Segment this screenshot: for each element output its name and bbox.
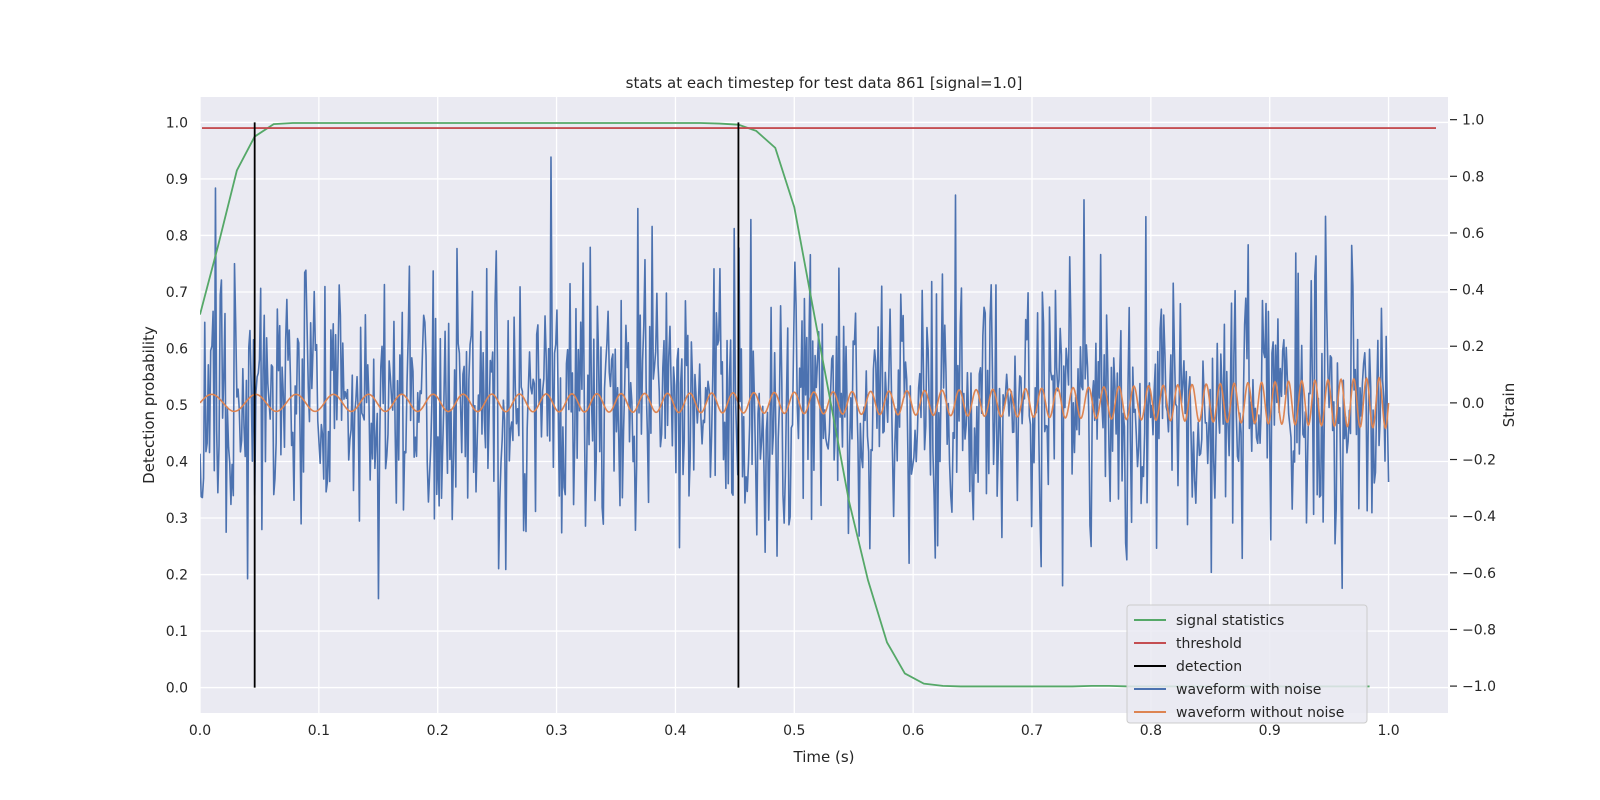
legend-label-waveform-without-noise: waveform without noise — [1176, 705, 1344, 721]
x-tick-label: 0.1 — [308, 723, 330, 739]
y2-tick-label: −0.4 — [1462, 509, 1496, 525]
y2-tick-label: −1.0 — [1462, 679, 1496, 695]
y-tick-label: 1.0 — [166, 115, 188, 131]
legend: signal statistics threshold detection wa… — [1126, 604, 1368, 724]
x-tick-label: 0.7 — [1021, 723, 1043, 739]
y2-tick-label: 1.0 — [1462, 113, 1484, 129]
legend-box — [1126, 604, 1368, 724]
detection-layer — [253, 122, 740, 688]
waveform-without-noise-layer — [200, 376, 1390, 430]
y2-tick-label: 0.8 — [1462, 169, 1484, 185]
x-tick-label: 0.5 — [783, 723, 805, 739]
x-tick-label: 0.3 — [545, 723, 567, 739]
y-axis-title: Detection probability — [140, 326, 158, 484]
waveform-without-noise-line — [200, 376, 1390, 430]
legend-label-threshold: threshold — [1176, 636, 1242, 652]
y-tick-label: 0.5 — [166, 398, 188, 414]
y-tick-label: 0.4 — [166, 455, 188, 471]
x-tick-label: 0.6 — [902, 723, 924, 739]
waveform-with-noise-layer — [200, 156, 1390, 600]
chart-title: stats at each timestep for test data 861… — [626, 74, 1023, 92]
x-tick-label: 0.2 — [427, 723, 449, 739]
waveform-with-noise-line — [200, 156, 1390, 600]
y2-axis-ticks: −1.0 −0.8 −0.6 −0.4 −0.2 0.0 0.2 0.4 0.6 0.8 1.0 — [1450, 113, 1496, 695]
y-tick-label: 0.3 — [166, 511, 188, 527]
y2-tick-label: 0.2 — [1462, 339, 1484, 355]
y2-tick-label: 0.0 — [1462, 396, 1484, 412]
y2-axis-title: Strain — [1500, 383, 1518, 427]
y2-tick-label: −0.6 — [1462, 566, 1496, 582]
y-tick-label: 0.0 — [166, 681, 188, 697]
x-axis-ticks: 0.0 0.1 0.2 0.3 0.4 0.5 0.6 0.7 0.8 0.9 1.0 — [189, 723, 1400, 739]
x-tick-label: 0.9 — [1259, 723, 1281, 739]
legend-label-detection: detection — [1176, 659, 1242, 675]
x-tick-label: 0.8 — [1140, 723, 1162, 739]
y2-tick-label: 0.6 — [1462, 226, 1484, 242]
x-tick-label: 0.0 — [189, 723, 211, 739]
y-tick-label: 0.7 — [166, 285, 188, 301]
y-tick-label: 0.8 — [166, 228, 188, 244]
y2-tick-label: −0.8 — [1462, 622, 1496, 638]
legend-label-waveform-with-noise: waveform with noise — [1176, 682, 1321, 698]
legend-label-signal-statistics: signal statistics — [1176, 613, 1284, 629]
y2-tick-label: −0.2 — [1462, 453, 1496, 469]
y-tick-label: 0.9 — [166, 172, 188, 188]
x-tick-label: 0.4 — [664, 723, 686, 739]
y-tick-label: 0.6 — [166, 341, 188, 357]
x-axis-title: Time (s) — [793, 748, 855, 766]
x-tick-label: 1.0 — [1377, 723, 1399, 739]
y-axis-ticks: 0.0 0.1 0.2 0.3 0.4 0.5 0.6 0.7 0.8 0.9 1.0 — [166, 115, 188, 696]
y2-tick-label: 0.4 — [1462, 283, 1484, 299]
y-tick-label: 0.1 — [166, 624, 188, 640]
y-tick-label: 0.2 — [166, 568, 188, 584]
